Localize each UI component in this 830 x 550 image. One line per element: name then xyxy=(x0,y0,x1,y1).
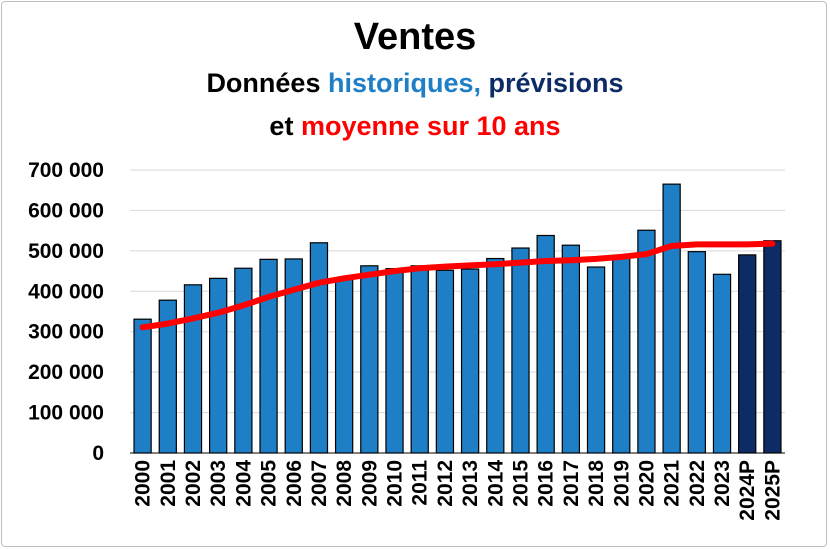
subtitle-part-donnees: Données xyxy=(206,68,328,98)
y-tick-label: 400 000 xyxy=(28,280,104,303)
bar xyxy=(738,254,757,454)
chart-subtitle-line-2: et moyenne sur 10 ans xyxy=(0,111,830,142)
bar xyxy=(259,258,278,454)
x-tick-label: 2001 xyxy=(157,460,180,507)
bar xyxy=(687,251,706,454)
chart-subtitle-line-1: Données historiques, prévisions xyxy=(0,68,830,99)
bar xyxy=(234,267,253,454)
x-tick-label: 2014 xyxy=(484,460,507,507)
y-tick-label: 300 000 xyxy=(28,321,104,344)
subtitle-part-previsions: prévisions xyxy=(481,68,624,98)
bar xyxy=(612,254,631,454)
average-line-series xyxy=(139,240,776,331)
y-tick-label: 700 000 xyxy=(28,159,104,182)
x-tick-label: 2025P xyxy=(761,460,784,521)
subtitle-part-moyenne: moyenne sur 10 ans xyxy=(300,111,561,141)
bar xyxy=(385,268,404,454)
bar xyxy=(662,183,681,454)
x-tick-label: 2016 xyxy=(535,460,558,507)
x-tick-label: 2003 xyxy=(207,460,230,507)
x-tick-label: 2018 xyxy=(585,460,608,507)
bar xyxy=(133,318,152,454)
y-tick-label: 0 xyxy=(92,442,104,465)
x-tick-label: 2022 xyxy=(686,460,709,507)
x-tick-label: 2005 xyxy=(258,460,281,507)
chart-title: Ventes xyxy=(353,16,477,58)
x-tick-label: 2024P xyxy=(736,460,759,521)
subtitle-part-et: et xyxy=(269,111,301,141)
x-tick-label: 2019 xyxy=(610,460,633,507)
bar xyxy=(763,240,782,454)
x-tick-label: 2020 xyxy=(635,460,658,507)
bar xyxy=(486,257,505,454)
bar xyxy=(183,284,203,454)
x-tick-label: 2013 xyxy=(459,460,482,507)
bar xyxy=(334,278,354,454)
bar xyxy=(360,265,379,454)
x-tick-label: 2012 xyxy=(434,460,457,507)
bar xyxy=(158,299,177,454)
x-tick-label: 2009 xyxy=(358,460,381,507)
y-tick-label: 100 000 xyxy=(28,402,104,425)
x-tick-label: 2007 xyxy=(308,460,331,507)
bar xyxy=(209,277,228,454)
x-tick-label: 2017 xyxy=(560,460,583,507)
bar xyxy=(284,258,303,454)
bar xyxy=(410,265,429,454)
bar xyxy=(309,242,329,454)
x-tick-label: 2008 xyxy=(333,460,356,507)
bar xyxy=(561,244,581,454)
y-tick-label: 600 000 xyxy=(28,199,104,222)
y-axis-ticks: 0 100 000 200 000 300 000 400 000 500 000 600 … xyxy=(28,159,104,465)
x-tick-label: 2002 xyxy=(182,460,205,507)
x-tick-label: 2000 xyxy=(132,460,155,507)
average-line xyxy=(139,240,776,331)
bar xyxy=(637,229,656,454)
x-tick-label: 2010 xyxy=(384,460,407,507)
bar xyxy=(536,234,555,454)
bar xyxy=(435,269,455,454)
bar xyxy=(586,266,606,454)
bar xyxy=(460,268,480,454)
bar xyxy=(511,247,530,454)
subtitle-part-historiques: historiques, xyxy=(327,68,481,98)
x-tick-label: 2023 xyxy=(711,460,734,507)
y-tick-label: 500 000 xyxy=(28,240,104,263)
bar xyxy=(712,273,732,454)
x-tick-label: 2015 xyxy=(510,460,533,507)
x-tick-label: 2004 xyxy=(232,460,255,507)
x-tick-label: 2011 xyxy=(409,460,432,506)
x-tick-label: 2021 xyxy=(661,460,684,507)
bar-series xyxy=(133,183,782,454)
x-tick-label: 2006 xyxy=(283,460,306,507)
x-axis-ticks: 2000 2001 2002 2003 2004 2005 2006 2007 2008 2009… xyxy=(132,460,785,521)
y-tick-label: 200 000 xyxy=(28,361,104,384)
